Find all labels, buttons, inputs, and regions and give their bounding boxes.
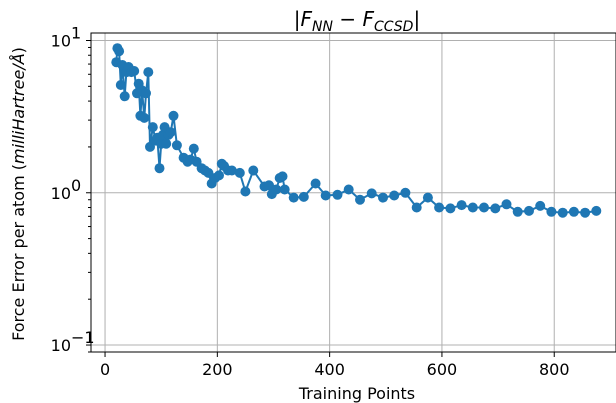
data-point xyxy=(114,46,124,56)
data-point xyxy=(535,201,545,211)
x-axis-ticks: 0 200 400 600 800 xyxy=(100,352,570,379)
data-point xyxy=(321,191,331,201)
data-point xyxy=(143,67,153,77)
x-tick-label: 600 xyxy=(427,360,458,379)
chart-title: |FNN − FCCSD| xyxy=(294,7,420,35)
data-point xyxy=(148,122,158,132)
data-point xyxy=(367,188,377,198)
title-minus: − xyxy=(333,7,362,31)
data-point xyxy=(513,207,523,217)
data-point xyxy=(389,191,399,201)
y-tick-exponent: −1 xyxy=(71,328,95,347)
data-point xyxy=(355,195,365,205)
data-point xyxy=(155,163,165,173)
y-tick-label: 10 xyxy=(51,336,71,355)
title-bar-left: | xyxy=(294,7,301,31)
title-f-ccsd: F xyxy=(362,7,374,31)
data-point xyxy=(139,113,149,123)
data-point xyxy=(172,140,182,150)
title-sub-nn: NN xyxy=(312,19,333,35)
data-point xyxy=(189,144,199,154)
data-point xyxy=(434,203,444,213)
data-point xyxy=(468,203,478,213)
y-tick-exponent: 1 xyxy=(71,23,81,42)
y-tick-label: 10 xyxy=(51,31,71,50)
data-point xyxy=(502,199,512,209)
data-point xyxy=(378,193,388,203)
data-point xyxy=(333,190,343,200)
data-point xyxy=(116,80,126,90)
y-axis-label-suffix: ) xyxy=(9,47,28,53)
y-axis-label-unit: milliHartree/Å xyxy=(9,53,28,164)
data-point xyxy=(423,193,433,203)
y-tick-base: 10 xyxy=(51,184,71,203)
data-point xyxy=(161,139,171,149)
data-point xyxy=(591,206,601,216)
data-point xyxy=(129,66,139,76)
data-point xyxy=(457,200,467,210)
data-point xyxy=(524,206,534,216)
y-axis-label-prefix: Force Error per atom ( xyxy=(9,164,28,341)
data-point xyxy=(558,208,568,218)
data-point xyxy=(299,192,309,202)
data-point xyxy=(546,207,556,217)
data-point xyxy=(141,88,151,98)
y-tick-base: 10 xyxy=(51,336,71,355)
x-axis-label: Training Points xyxy=(298,384,415,403)
x-tick-label: 400 xyxy=(314,360,345,379)
y-axis-label: Force Error per atom (milliHartree/Å) xyxy=(9,47,28,341)
data-point xyxy=(569,207,579,217)
y-tick-exponent: 0 xyxy=(71,176,81,195)
data-point xyxy=(445,203,455,213)
data-point xyxy=(400,188,410,198)
title-f-nn: F xyxy=(301,7,313,31)
data-point xyxy=(479,203,489,213)
data-point xyxy=(166,127,176,137)
data-point xyxy=(214,170,224,180)
x-tick-label: 200 xyxy=(202,360,233,379)
data-point xyxy=(169,111,179,121)
data-point xyxy=(240,187,250,197)
data-point xyxy=(344,185,354,195)
x-tick-label: 0 xyxy=(100,360,110,379)
y-tick-base: 10 xyxy=(51,31,71,50)
data-point xyxy=(412,203,422,213)
title-sub-ccsd: CCSD xyxy=(374,19,414,35)
y-tick-label: 10 xyxy=(51,184,71,203)
data-point xyxy=(490,203,500,213)
data-point xyxy=(580,208,590,218)
series-line xyxy=(116,48,596,213)
data-point xyxy=(278,171,288,181)
data-point xyxy=(235,168,245,178)
title-bar-right: | xyxy=(413,7,420,31)
x-tick-label: 800 xyxy=(539,360,570,379)
data-point xyxy=(280,185,290,195)
series-layer xyxy=(111,43,601,218)
data-point xyxy=(311,179,321,189)
data-point xyxy=(248,166,258,176)
data-point xyxy=(289,193,299,203)
data-point xyxy=(120,91,130,101)
